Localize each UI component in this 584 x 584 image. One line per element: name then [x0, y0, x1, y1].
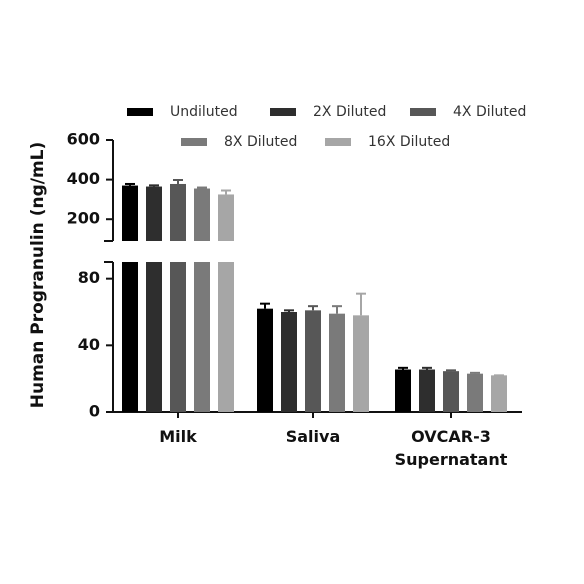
y-tick-label: 200 — [67, 209, 100, 228]
bar — [443, 371, 459, 412]
legend-label: 4X Diluted — [453, 104, 526, 120]
legend-swatch — [325, 138, 351, 146]
legend-label: 16X Diluted — [368, 134, 450, 150]
legend-swatch — [181, 138, 207, 146]
bar — [146, 186, 162, 241]
legend-swatch — [127, 108, 153, 116]
x-tick-label: Saliva — [285, 427, 341, 446]
y-tick-label: 600 — [67, 130, 100, 149]
y-tick-label: 400 — [67, 169, 100, 188]
bar — [467, 373, 483, 412]
legend-swatch — [410, 108, 436, 116]
legend-swatch — [270, 108, 296, 116]
bar — [170, 183, 186, 241]
bar — [491, 375, 507, 412]
bar — [257, 308, 273, 412]
bar — [281, 312, 297, 412]
legend-label: 8X Diluted — [224, 134, 297, 150]
bar — [305, 310, 321, 412]
legend-label: 2X Diluted — [313, 104, 386, 120]
legend-label: Undiluted — [170, 104, 238, 120]
bar — [218, 262, 234, 412]
y-axis-label: Human Progranulin (ng/mL) — [28, 142, 48, 409]
bar — [194, 262, 210, 412]
bar — [218, 194, 234, 241]
bar — [194, 188, 210, 241]
bar — [170, 262, 186, 412]
bar — [419, 369, 435, 412]
bar — [122, 262, 138, 412]
y-tick-label: 40 — [78, 335, 100, 354]
y-tick-label: 0 — [89, 402, 100, 421]
bar — [353, 315, 369, 412]
bar — [329, 313, 345, 412]
bar — [122, 185, 138, 241]
y-tick-label: 80 — [78, 268, 100, 287]
bar — [146, 262, 162, 412]
x-tick-label: OVCAR-3 Supernatant — [394, 427, 508, 469]
bar — [395, 369, 411, 412]
x-tick-label: Milk — [159, 427, 197, 446]
